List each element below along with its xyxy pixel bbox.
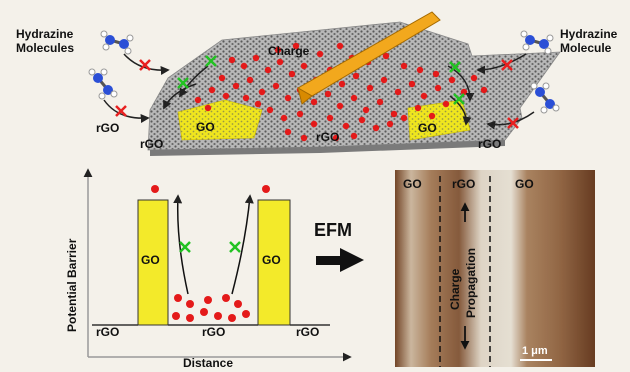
hydrazine-right-label-line1: Hydrazine bbox=[560, 27, 618, 41]
scale-bar-label: 1 μm bbox=[522, 345, 548, 357]
potential-barrier-axis-label: Potential Barrier bbox=[65, 238, 79, 332]
rgo-label-right: rGO bbox=[478, 137, 501, 151]
go-barrier-right bbox=[257, 199, 291, 326]
go-label-barrier-right: GO bbox=[262, 253, 281, 267]
go-label-barrier-left: GO bbox=[141, 253, 160, 267]
cross-mark-icon bbox=[115, 59, 519, 129]
charge-propagation-label-line2: Propagation bbox=[464, 248, 478, 318]
hydrazine-molecule-icon bbox=[88, 68, 118, 100]
go-barrier-left bbox=[137, 199, 169, 326]
go-label-top-left: GO bbox=[196, 120, 215, 134]
barrier-charge-dots bbox=[151, 185, 270, 322]
hydrazine-molecule-icon bbox=[530, 82, 560, 114]
right-arrow-icon bbox=[316, 248, 364, 272]
efm-probe-icon bbox=[296, 11, 441, 105]
go-region-left bbox=[177, 99, 263, 141]
efm-image bbox=[395, 170, 595, 367]
hydrazine-left-label-line2: Molecules bbox=[16, 41, 74, 55]
efm-go-label-left: GO bbox=[403, 177, 422, 191]
hydrazine-molecule-icon bbox=[100, 30, 134, 55]
rgo-label-plot-center: rGO bbox=[202, 325, 225, 339]
cross-mark-icon bbox=[177, 55, 465, 105]
efm-label: EFM bbox=[314, 220, 352, 240]
rgo-label-plot-left: rGO bbox=[96, 325, 119, 339]
hydrazine-molecule-icon bbox=[520, 30, 554, 55]
hydrazine-right-label-line2: Molecule bbox=[560, 41, 612, 55]
distance-axis-label: Distance bbox=[183, 356, 233, 367]
efm-go-label-right: GO bbox=[515, 177, 534, 191]
cross-mark-icon bbox=[179, 241, 241, 253]
rgo-label-left: rGO bbox=[140, 137, 163, 151]
rgo-label-outer-left: rGO bbox=[96, 121, 119, 135]
go-label-top-right: GO bbox=[418, 121, 437, 135]
hydrazine-left-label-line1: Hydrazine bbox=[16, 27, 74, 41]
charge-propagation-label-line1: Charge bbox=[448, 268, 462, 310]
charge-label: Charge bbox=[268, 44, 310, 58]
rgo-label-plot-right: rGO bbox=[296, 325, 319, 339]
rgo-label-center: rGO bbox=[316, 130, 339, 144]
potential-barrier-plot bbox=[83, 168, 352, 362]
efm-rgo-label: rGO bbox=[452, 177, 475, 191]
reaction-arrows bbox=[103, 53, 535, 130]
charge-dots bbox=[194, 42, 488, 142]
